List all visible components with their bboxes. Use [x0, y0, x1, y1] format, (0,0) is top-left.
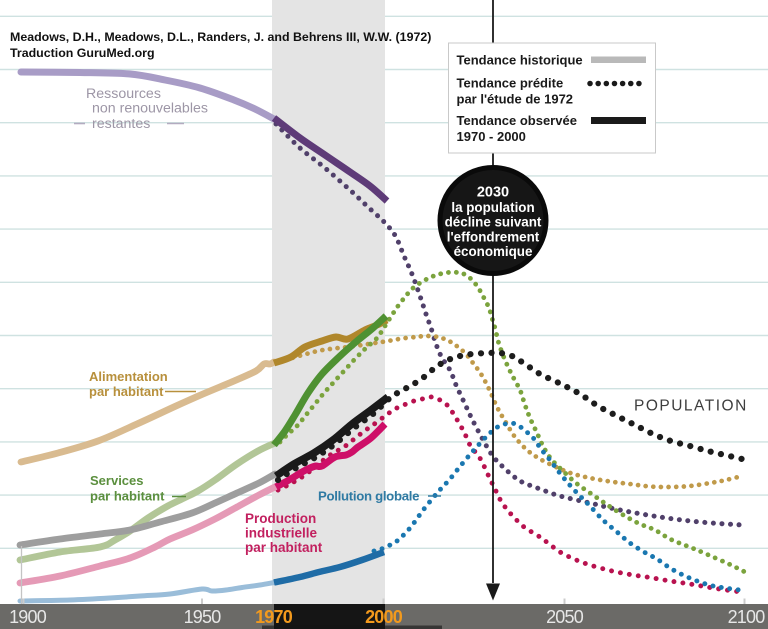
svg-text:Meadows, D.H., Meadows, D.L.,: Meadows, D.H., Meadows, D.L., Randers, J… — [10, 30, 431, 44]
svg-text:2050: 2050 — [546, 607, 584, 627]
svg-text:2030: 2030 — [477, 185, 509, 201]
svg-text:Alimentation: Alimentation — [89, 369, 168, 384]
svg-text:Production: Production — [245, 511, 316, 526]
svg-text:Services: Services — [90, 473, 144, 488]
svg-text:Tendance historique: Tendance historique — [457, 53, 583, 68]
svg-text:Tendance observée: Tendance observée — [457, 113, 577, 128]
svg-text:Ressources: Ressources — [86, 86, 161, 102]
svg-text:Tendance prédite: Tendance prédite — [457, 76, 564, 91]
svg-text:décline suivant: décline suivant — [445, 215, 542, 230]
svg-text:1900: 1900 — [9, 607, 47, 627]
svg-text:la population: la population — [451, 200, 534, 215]
svg-text:1970: 1970 — [255, 607, 293, 627]
svg-text:par habitant: par habitant — [89, 384, 164, 399]
svg-text:2000: 2000 — [365, 607, 403, 627]
svg-text:industrielle: industrielle — [245, 526, 318, 541]
svg-text:par habitant: par habitant — [245, 540, 323, 555]
svg-text:restantes: restantes — [92, 116, 150, 132]
svg-text:économique: économique — [454, 244, 533, 259]
svg-text:POPULATION: POPULATION — [634, 398, 748, 415]
svg-text:Pollution globale: Pollution globale — [318, 489, 419, 504]
svg-text:Traduction GuruMed.org: Traduction GuruMed.org — [10, 46, 155, 60]
svg-text:1950: 1950 — [184, 607, 222, 627]
svg-text:par l'étude de 1972: par l'étude de 1972 — [457, 92, 574, 107]
svg-text:non renouvelables: non renouvelables — [92, 101, 208, 117]
svg-text:l'effondrement: l'effondrement — [447, 230, 540, 245]
svg-text:par habitant: par habitant — [90, 489, 165, 504]
svg-text:1970 - 2000: 1970 - 2000 — [457, 129, 526, 144]
svg-text:2100: 2100 — [728, 607, 766, 627]
